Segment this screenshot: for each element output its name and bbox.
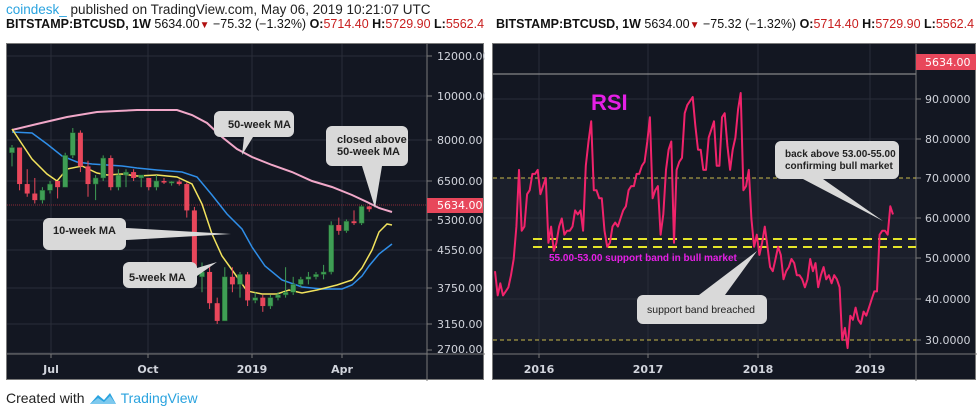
price-change: −75.32 (−1.32%) [212,17,307,31]
published-text: published on TradingView.com, May 06, 20… [66,2,431,17]
footer: Created with TradingView [6,390,198,406]
callout-5-week-ma: 5-week MA [123,262,217,288]
price-chart-panel[interactable]: 50-week MA closed above 50-week MA 10-we… [6,43,485,381]
svg-text:2016: 2016 [524,363,555,376]
svg-text:back above 53.00-55.00: back above 53.00-55.00 [785,149,896,160]
open-value: 5714.40 [813,17,859,31]
price-change: −75.32 (−1.32%) [702,17,797,31]
svg-text:2019: 2019 [855,363,886,376]
callout-50-week-ma: 50-week MA [214,111,294,155]
price-tag [916,54,976,70]
time-axis[interactable]: 2016 2017 2018 2019 [524,354,886,376]
svg-text:5300.00: 5300.00 [437,214,483,227]
svg-text:70.0000: 70.0000 [925,172,971,185]
svg-text:confirming bull market: confirming bull market [785,161,893,172]
price-axis[interactable]: 12000.00 10000.00 8000.00 6500.00 5300.0… [427,50,485,356]
open-value: 5714.40 [323,17,369,31]
publisher-name[interactable]: coindesk_ [6,2,67,17]
low-label: L: [434,17,446,31]
rsi-chart-canvas[interactable]: RSI 55.00-53.00 support band in bull mar… [493,44,977,381]
rsi-value-axis[interactable]: 90.0000 80.0000 70.0000 60.0000 50.0000 … [916,54,976,347]
svg-text:2700.00: 2700.00 [437,343,483,356]
support-band-label: 55.00-53.00 support band in bull market [549,253,738,264]
candlesticks [9,128,372,324]
high-label: H: [862,17,876,31]
callout-support-breached: support band breached [637,251,767,324]
svg-text:4550.00: 4550.00 [437,244,483,257]
time-axis[interactable]: Jul Oct 2019 Apr [42,354,353,376]
svg-text:50-week MA: 50-week MA [228,119,291,131]
tradingview-logo-icon [89,393,116,404]
svg-text:30.0000: 30.0000 [925,334,971,347]
svg-text:80.0000: 80.0000 [925,133,971,146]
svg-text:Apr: Apr [331,363,353,376]
left-symbol-line: BITSTAMP:BTCUSD, 1W 5634.00▼ −75.32 (−1.… [6,17,490,31]
low-label: L: [924,17,936,31]
callout-back-above: back above 53.00-55.00 confirming bull m… [775,141,899,221]
svg-text:2018: 2018 [743,363,774,376]
svg-text:closed above: closed above [337,134,407,146]
symbol-name: BITSTAMP:BTCUSD, 1W [6,17,151,31]
last-price: 5634.00 [644,17,690,31]
svg-text:10000.00: 10000.00 [437,90,485,103]
svg-text:5-week MA: 5-week MA [129,272,186,284]
svg-text:3750.00: 3750.00 [437,282,483,295]
svg-text:Oct: Oct [137,363,158,376]
last-price: 5634.00 [154,17,200,31]
svg-text:2017: 2017 [633,363,664,376]
svg-text:10-week MA: 10-week MA [53,225,116,237]
low-value: 5562.4 [935,17,975,31]
symbol-name: BITSTAMP:BTCUSD, 1W [496,17,641,31]
price-chart-canvas[interactable]: 50-week MA closed above 50-week MA 10-we… [7,44,485,381]
high-value: 5729.90 [875,17,921,31]
svg-text:12000.00: 12000.00 [437,50,485,63]
right-symbol-line: BITSTAMP:BTCUSD, 1W 5634.00▼ −75.32 (−1.… [496,17,980,31]
svg-text:3150.00: 3150.00 [437,318,483,331]
svg-text:8000.00: 8000.00 [437,134,483,147]
svg-text:50.0000: 50.0000 [925,252,971,265]
open-label: O: [309,17,324,31]
svg-text:5634.00: 5634.00 [925,56,971,69]
tradingview-link[interactable]: TradingView [120,390,198,406]
rsi-title: RSI [591,90,628,115]
rsi-chart-panel[interactable]: RSI 55.00-53.00 support band in bull mar… [492,43,977,381]
open-label: O: [799,17,814,31]
last-price-tag [427,198,483,213]
svg-text:Jul: Jul [42,363,59,376]
svg-text:2019: 2019 [237,363,268,376]
high-label: H: [372,17,386,31]
callout-10-week-ma: 10-week MA [43,218,231,250]
svg-text:50-week MA: 50-week MA [337,146,400,158]
down-arrow-icon: ▼ [689,20,700,31]
svg-text:5634.00: 5634.00 [437,199,483,212]
down-arrow-icon: ▼ [199,20,210,31]
svg-text:60.0000: 60.0000 [925,212,971,225]
publisher-line: coindesk_ published on TradingView.com, … [6,2,431,17]
low-value: 5562.4 [445,17,485,31]
high-value: 5729.90 [385,17,431,31]
svg-text:6500.00: 6500.00 [437,175,483,188]
svg-text:90.0000: 90.0000 [925,93,971,106]
created-with-text: Created with [6,390,85,406]
callout-closed-above: closed above 50-week MA [326,126,408,208]
svg-text:support band breached: support band breached [647,304,755,316]
rsi-line [494,92,894,350]
svg-text:40.0000: 40.0000 [925,293,971,306]
